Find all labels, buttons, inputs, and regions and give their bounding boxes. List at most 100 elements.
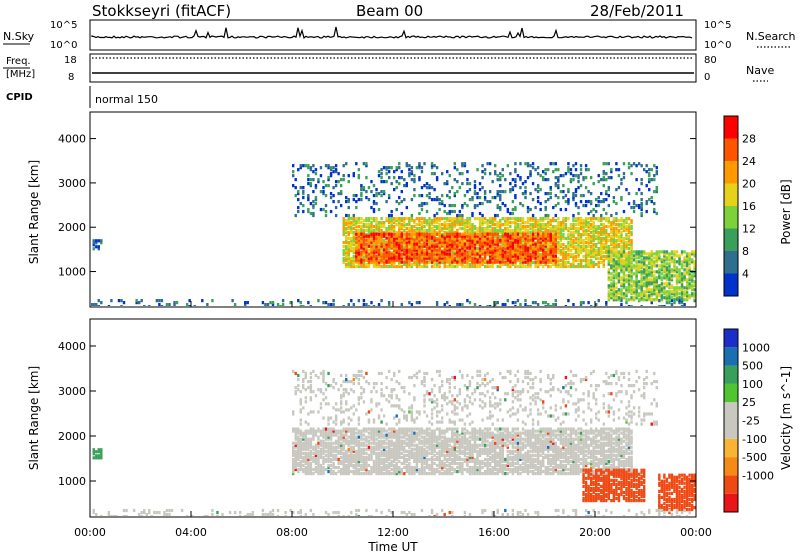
power-cell [661, 264, 663, 267]
power-cell [428, 217, 430, 220]
power-cell [481, 186, 483, 189]
power-cell [436, 249, 438, 252]
power-cell [683, 272, 685, 275]
power-cell [497, 221, 499, 224]
power-cell [337, 192, 339, 195]
velocity-cell [317, 442, 319, 445]
power-cell [348, 174, 350, 177]
power-cell [494, 196, 496, 199]
power-cell [512, 258, 514, 261]
power-cell [560, 249, 562, 252]
power-cell [322, 186, 324, 189]
power-colorbar-segment [724, 161, 738, 184]
power-cell [365, 162, 367, 165]
power-cell [375, 233, 377, 236]
velocity-cell [327, 464, 329, 467]
velocity-cell [292, 458, 294, 461]
power-cell [600, 217, 602, 220]
power-colorbar-segment [724, 139, 738, 162]
power-cell [95, 239, 97, 242]
power-cell [120, 299, 122, 302]
power-cell [396, 186, 398, 189]
power-cell [466, 299, 468, 302]
power-cell [608, 284, 610, 287]
power-cell [608, 217, 610, 220]
power-cell [600, 227, 602, 230]
power-cell [312, 178, 314, 181]
power-cell [671, 256, 673, 259]
power-cell [590, 200, 592, 203]
power-cell [605, 172, 607, 175]
power-cell [466, 250, 468, 253]
power-cell [494, 227, 496, 230]
power-cell [668, 252, 670, 255]
power-cell [454, 210, 456, 213]
power-cell [545, 214, 547, 217]
power-cell [481, 252, 483, 255]
power-cell [383, 252, 385, 255]
power-cell [524, 233, 526, 236]
power-cell [580, 184, 582, 187]
power-cell [603, 243, 605, 246]
power-cell [320, 166, 322, 169]
power-cell [527, 206, 529, 209]
power-cell [449, 223, 451, 226]
power-cell [413, 252, 415, 255]
power-cell [471, 223, 473, 226]
power-cell [406, 233, 408, 236]
power-cell [567, 188, 569, 191]
power-cell [532, 254, 534, 257]
power-cell [481, 258, 483, 261]
power-cell [499, 260, 501, 263]
power-cell [345, 196, 347, 199]
power-cell [383, 233, 385, 236]
power-cell [661, 250, 663, 253]
power-cell [491, 233, 493, 236]
power-cell [206, 303, 208, 306]
power-cell [539, 223, 541, 226]
y-tick-label: 3000 [58, 177, 86, 190]
velocity-cell [297, 427, 299, 430]
power-cell [615, 286, 617, 289]
power-cell [620, 178, 622, 181]
velocity-cell [307, 438, 309, 441]
power-cell [691, 292, 693, 295]
nave-label: Nave [746, 64, 774, 77]
power-cell [623, 237, 625, 240]
power-cell [325, 214, 327, 217]
velocity-cell [332, 446, 334, 449]
power-cell [408, 217, 410, 220]
power-cell [640, 178, 642, 181]
power-cell [524, 260, 526, 263]
power-cell [411, 233, 413, 236]
power-cell [476, 217, 478, 220]
power-cell [474, 190, 476, 193]
power-cell [464, 219, 466, 222]
power-cell [497, 214, 499, 217]
power-colorbar-segment [724, 206, 738, 229]
power-cell [683, 268, 685, 271]
power-cell [388, 250, 390, 253]
power-cell [603, 259, 605, 262]
power-cell [363, 186, 365, 189]
power-cell [542, 170, 544, 173]
power-cell [375, 202, 377, 205]
velocity-cell [302, 432, 304, 435]
power-cell [315, 168, 317, 171]
power-cell [691, 284, 693, 287]
power-cell [436, 176, 438, 179]
power-cell [504, 204, 506, 207]
power-cell [613, 280, 615, 283]
power-cell [623, 260, 625, 263]
power-cell [444, 231, 446, 234]
power-cell [353, 217, 355, 220]
power-cell [454, 252, 456, 255]
power-cell [580, 259, 582, 262]
power-cell [537, 184, 539, 187]
power-cell [368, 186, 370, 189]
power-cell [630, 231, 632, 234]
power-cell [360, 198, 362, 201]
power-cell [479, 260, 481, 263]
power-cell [514, 206, 516, 209]
